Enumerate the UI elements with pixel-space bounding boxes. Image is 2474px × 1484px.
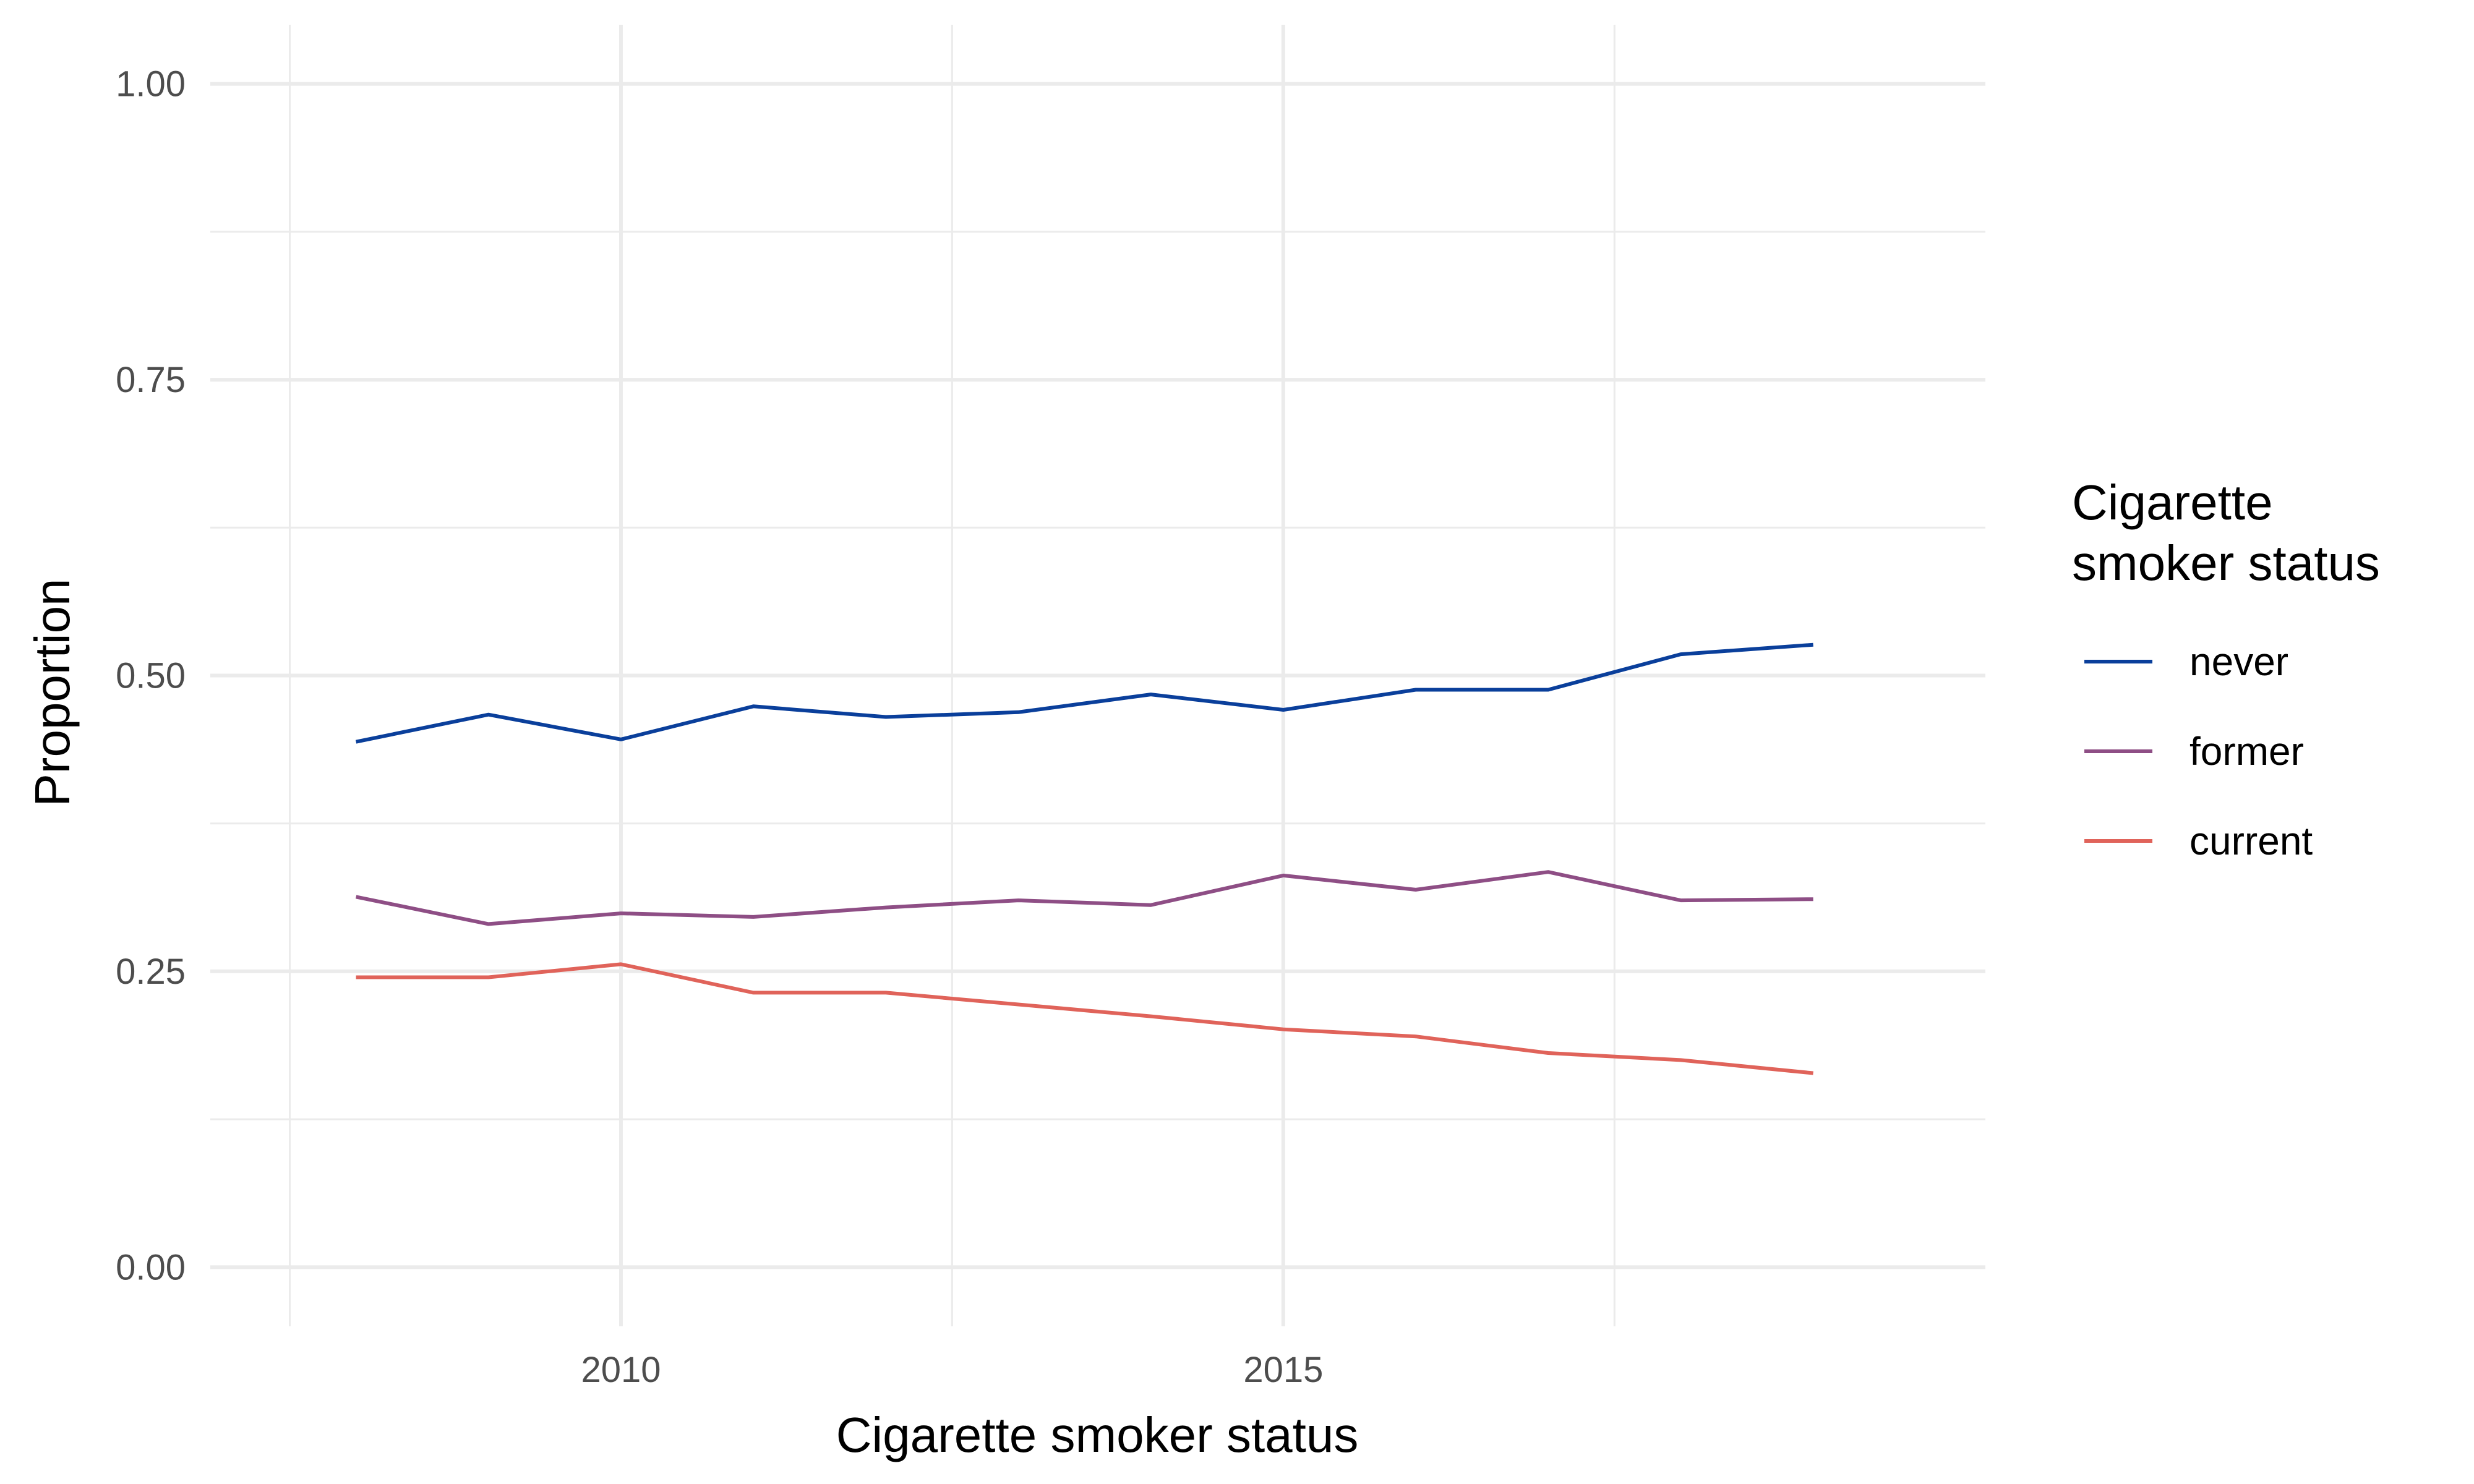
x-tick-label: 2010	[581, 1350, 661, 1390]
legend-label-never: never	[2189, 639, 2288, 684]
legend-title-line-2: smoker status	[2072, 535, 2380, 591]
y-tick-label: 0.75	[116, 360, 186, 400]
x-tick-label: 2015	[1243, 1350, 1323, 1390]
legend-label-former: former	[2189, 729, 2304, 774]
y-axis-title: Proportion	[25, 578, 80, 806]
major-gridlines	[210, 25, 1985, 1326]
y-tick-label: 1.00	[116, 64, 186, 104]
y-tick-label: 0.25	[116, 952, 186, 992]
legend-title-line-1: Cigarette	[2072, 475, 2273, 530]
legend-label-current: current	[2189, 819, 2313, 863]
y-tick-label: 0.50	[116, 656, 186, 696]
series-lines	[355, 642, 1813, 1075]
legend-items: never former current	[2084, 639, 2313, 863]
series-line-former	[355, 870, 1813, 926]
series-line-current	[356, 962, 1813, 1075]
x-axis-tick-labels: 2010 2015	[581, 1350, 1323, 1390]
x-axis-title: Cigarette smoker status	[836, 1407, 1359, 1462]
series-line-never	[355, 642, 1813, 744]
legend: Cigarette smoker status never former curre…	[2072, 475, 2380, 863]
y-tick-label: 0.00	[116, 1247, 186, 1287]
legend-title: Cigarette smoker status	[2072, 475, 2380, 591]
y-axis-tick-labels: 0.00 0.25 0.50 0.75 1.00	[116, 64, 186, 1288]
